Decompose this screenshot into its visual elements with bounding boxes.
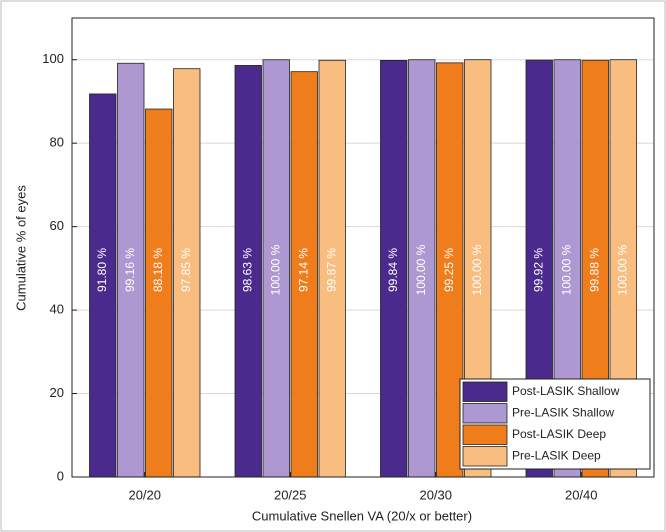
- value-label: 99.16 %: [123, 248, 137, 292]
- y-tick-label: 40: [50, 302, 64, 317]
- value-label: 99.87 %: [324, 248, 338, 292]
- value-label: 99.88 %: [587, 248, 601, 292]
- x-tick-label: 20/20: [128, 487, 161, 502]
- bar: [318, 59, 346, 478]
- legend-label: Pre-LASIK Deep: [512, 448, 601, 462]
- legend-label: Pre-LASIK Shallow: [512, 405, 614, 419]
- y-tick-label: 20: [50, 385, 64, 400]
- y-tick-label: 100: [42, 51, 64, 66]
- value-label: 100.00 %: [615, 244, 629, 295]
- x-axis-label: Cumulative Snellen VA (20/x or better): [252, 508, 472, 523]
- value-label: 100.00 %: [414, 244, 428, 295]
- value-label: 100.00 %: [268, 244, 282, 295]
- bar: [408, 59, 436, 478]
- bar: [234, 65, 262, 478]
- y-tick-label: 0: [57, 468, 64, 483]
- x-tick-label: 20/25: [274, 487, 307, 502]
- bar: [380, 59, 408, 478]
- plot-border: [71, 17, 655, 478]
- bar: [145, 108, 173, 478]
- value-label: 99.25 %: [442, 248, 456, 292]
- bar: [290, 71, 318, 478]
- y-tick-label: 60: [50, 218, 64, 233]
- value-label: 97.14 %: [296, 248, 310, 292]
- bar: [117, 62, 145, 478]
- value-label: 97.85 %: [179, 248, 193, 292]
- value-label: 88.18 %: [151, 248, 165, 292]
- legend-label: Post-LASIK Deep: [512, 427, 606, 441]
- bar: [262, 59, 290, 478]
- legend-swatch: [462, 424, 508, 445]
- y-tick-label: 80: [50, 135, 64, 150]
- legend-label: Post-LASIK Shallow: [512, 384, 620, 398]
- y-axis-label: Cumulative % of eyes: [13, 185, 28, 311]
- value-label: 100.00 %: [470, 244, 484, 295]
- value-label: 99.92 %: [531, 248, 545, 292]
- x-tick-label: 20/40: [565, 487, 598, 502]
- legend-swatch: [462, 403, 508, 424]
- bar: [436, 62, 464, 478]
- value-label: 91.80 %: [95, 248, 109, 292]
- x-tick-label: 20/30: [419, 487, 452, 502]
- value-label: 99.84 %: [386, 248, 400, 292]
- value-label: 98.63 %: [240, 248, 254, 292]
- legend-swatch: [462, 381, 508, 402]
- value-label: 100.00 %: [559, 244, 573, 295]
- legend-swatch: [462, 446, 508, 467]
